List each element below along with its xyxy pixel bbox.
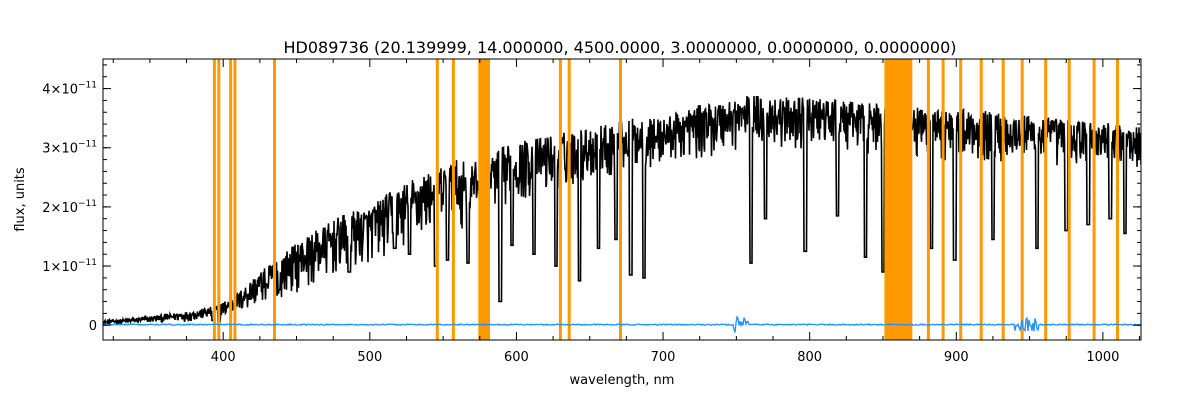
mask-line bbox=[273, 59, 276, 340]
x-tick-label: 800 bbox=[797, 350, 822, 365]
y-tick-label: 3×10−11 bbox=[42, 140, 97, 157]
mask-line bbox=[567, 59, 571, 340]
plot-area bbox=[103, 59, 1141, 340]
mask-line bbox=[941, 59, 945, 340]
mask-line bbox=[959, 59, 963, 340]
x-tick-label: 1000 bbox=[1086, 350, 1119, 365]
y-tick-label: 2×10−11 bbox=[42, 199, 97, 216]
mask-line bbox=[212, 59, 216, 340]
mask-line bbox=[1116, 59, 1119, 340]
mask-band bbox=[478, 59, 490, 340]
x-tick-label: 600 bbox=[504, 350, 529, 365]
x-axis-label: wavelength, nm bbox=[570, 373, 675, 388]
axes: 400 500 600 700 800 900 1000 0 1×10−11 2×10−11 3×1… bbox=[42, 59, 1141, 365]
mask-line bbox=[926, 59, 930, 340]
mask-line bbox=[233, 59, 237, 340]
mask-line bbox=[1044, 59, 1048, 340]
mask-line bbox=[1067, 59, 1071, 340]
mask-line bbox=[451, 59, 455, 340]
mask-line bbox=[1020, 59, 1024, 340]
x-tick-label: 900 bbox=[944, 350, 969, 365]
y-tick-label: 0 bbox=[89, 319, 97, 334]
mask-line bbox=[979, 59, 983, 340]
plot-frame bbox=[102, 58, 1142, 341]
mask-line bbox=[217, 59, 221, 340]
x-tick-label: 700 bbox=[651, 350, 676, 365]
mask-line bbox=[558, 59, 562, 340]
y-tick-label: 1×10−11 bbox=[42, 258, 97, 275]
mask-line bbox=[435, 59, 439, 340]
error-series-line bbox=[103, 315, 1141, 333]
mask-band bbox=[884, 59, 913, 340]
mask-line bbox=[619, 59, 622, 340]
x-tick-label: 500 bbox=[357, 350, 382, 365]
mask-line bbox=[229, 59, 233, 340]
mask-line bbox=[1092, 59, 1096, 340]
x-tick-label: 400 bbox=[211, 350, 236, 365]
chart-title: HD089736 (20.139999, 14.000000, 4500.000… bbox=[284, 38, 957, 57]
mask-line bbox=[1001, 59, 1005, 340]
y-tick-label: 4×10−11 bbox=[42, 81, 97, 98]
y-axis-label: flux, units bbox=[13, 167, 28, 232]
